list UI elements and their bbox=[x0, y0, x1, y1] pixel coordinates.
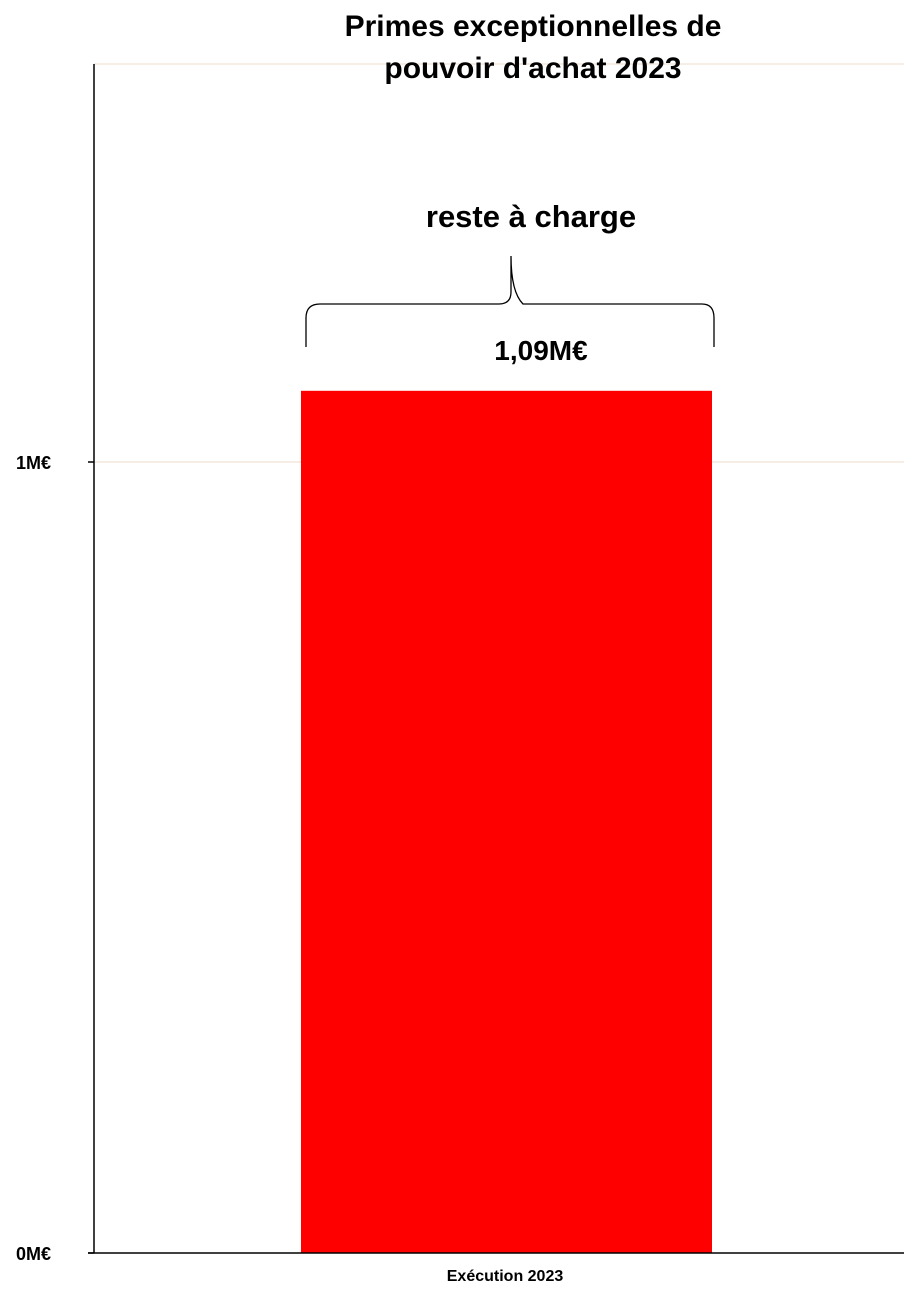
y-tick-label-1: 1M€ bbox=[16, 453, 51, 473]
y-ticks: 0M€ 1M€ bbox=[16, 453, 94, 1264]
bar-value-label: 1,09M€ bbox=[494, 335, 588, 366]
chart-title-line-2: pouvoir d'achat 2023 bbox=[384, 52, 681, 85]
y-tick-label-0: 0M€ bbox=[16, 1244, 51, 1264]
bars bbox=[301, 390, 712, 1253]
chart-title-line-1: Primes exceptionnelles de bbox=[345, 10, 722, 43]
x-tick-label: Exécution 2023 bbox=[447, 1268, 564, 1285]
brace-annotation bbox=[305, 255, 715, 347]
bar-0 bbox=[301, 390, 712, 1253]
annotation-label: reste à charge bbox=[426, 199, 636, 234]
